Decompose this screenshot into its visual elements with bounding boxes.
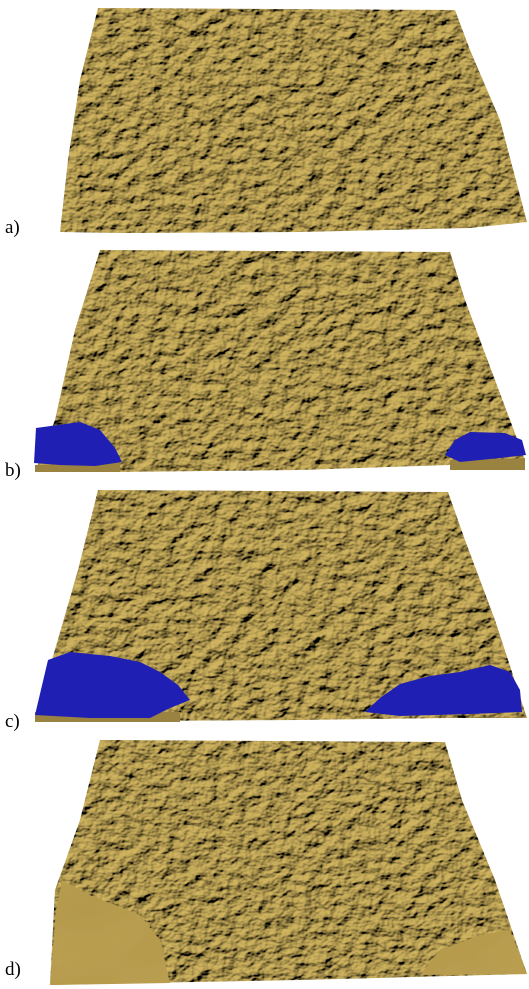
panel-label: a) — [5, 217, 20, 238]
panel-d: d) — [5, 740, 527, 985]
surface — [35, 250, 525, 472]
panel-label: d) — [5, 959, 21, 980]
surface — [60, 8, 527, 233]
page: {"panels": [{"label": "a)"}, {"label": "… — [0, 0, 529, 989]
figure: a) b) c) d) — [0, 0, 529, 989]
panel-label: c) — [5, 711, 20, 732]
panel-b: b) — [5, 250, 526, 481]
panel-a: a) — [5, 8, 527, 238]
panel-c: c) — [5, 490, 527, 732]
panel-label: b) — [5, 460, 21, 481]
